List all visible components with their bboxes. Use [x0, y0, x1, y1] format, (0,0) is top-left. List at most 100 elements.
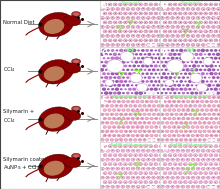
Polygon shape	[206, 43, 210, 46]
Circle shape	[141, 57, 145, 60]
Ellipse shape	[132, 110, 133, 111]
Polygon shape	[154, 172, 158, 175]
Ellipse shape	[118, 110, 119, 111]
Polygon shape	[151, 158, 156, 161]
Circle shape	[169, 76, 172, 79]
Polygon shape	[201, 158, 205, 161]
Polygon shape	[146, 16, 150, 19]
Text: H: H	[161, 144, 168, 153]
Polygon shape	[211, 34, 216, 37]
Polygon shape	[134, 39, 138, 42]
Polygon shape	[140, 117, 144, 120]
Polygon shape	[209, 181, 213, 184]
Circle shape	[150, 65, 153, 67]
Polygon shape	[141, 26, 145, 28]
Polygon shape	[129, 130, 132, 133]
Ellipse shape	[150, 146, 152, 147]
Polygon shape	[147, 113, 151, 116]
Ellipse shape	[72, 153, 81, 159]
Circle shape	[167, 73, 170, 75]
Circle shape	[186, 77, 189, 79]
Circle shape	[115, 72, 119, 75]
Polygon shape	[159, 145, 163, 148]
Ellipse shape	[137, 177, 138, 178]
Polygon shape	[112, 117, 116, 120]
Ellipse shape	[135, 114, 136, 115]
Polygon shape	[189, 130, 192, 133]
Ellipse shape	[150, 31, 152, 32]
Polygon shape	[126, 8, 130, 10]
Ellipse shape	[172, 150, 173, 151]
Circle shape	[119, 64, 123, 68]
Circle shape	[124, 49, 127, 52]
Ellipse shape	[102, 114, 103, 115]
Polygon shape	[198, 130, 202, 133]
Polygon shape	[165, 130, 169, 133]
Polygon shape	[210, 109, 213, 111]
Polygon shape	[157, 130, 161, 133]
Polygon shape	[154, 109, 158, 111]
Circle shape	[109, 69, 112, 71]
Circle shape	[124, 88, 127, 90]
Ellipse shape	[150, 22, 151, 23]
Circle shape	[180, 73, 182, 75]
Ellipse shape	[149, 105, 150, 106]
Ellipse shape	[125, 40, 126, 41]
Ellipse shape	[148, 97, 150, 98]
Polygon shape	[122, 100, 125, 103]
Circle shape	[168, 84, 173, 87]
Polygon shape	[122, 134, 125, 137]
Polygon shape	[214, 30, 218, 33]
Circle shape	[194, 53, 198, 56]
Ellipse shape	[182, 18, 183, 19]
Polygon shape	[159, 109, 163, 111]
Ellipse shape	[177, 168, 178, 169]
Polygon shape	[149, 163, 153, 166]
Polygon shape	[159, 12, 163, 15]
Ellipse shape	[110, 13, 111, 14]
Ellipse shape	[125, 4, 126, 5]
Circle shape	[201, 65, 204, 67]
Polygon shape	[115, 139, 118, 141]
Ellipse shape	[197, 150, 198, 151]
Circle shape	[128, 88, 132, 91]
Polygon shape	[207, 113, 211, 116]
Circle shape	[173, 92, 176, 94]
Ellipse shape	[132, 17, 133, 18]
Ellipse shape	[164, 118, 165, 119]
Ellipse shape	[110, 40, 111, 41]
Polygon shape	[144, 39, 148, 42]
Circle shape	[130, 76, 134, 79]
Polygon shape	[196, 43, 200, 46]
Polygon shape	[131, 149, 135, 152]
Polygon shape	[138, 96, 142, 99]
Ellipse shape	[116, 97, 117, 98]
Ellipse shape	[161, 40, 162, 41]
Circle shape	[137, 49, 140, 52]
Ellipse shape	[192, 26, 193, 27]
Ellipse shape	[182, 35, 183, 36]
Ellipse shape	[122, 159, 124, 160]
Circle shape	[154, 64, 158, 67]
Ellipse shape	[150, 4, 152, 5]
Polygon shape	[100, 167, 104, 170]
Polygon shape	[165, 16, 170, 19]
Ellipse shape	[205, 164, 206, 165]
Circle shape	[115, 64, 119, 67]
Circle shape	[197, 57, 200, 59]
Circle shape	[183, 88, 188, 91]
Polygon shape	[151, 185, 156, 188]
Polygon shape	[144, 21, 148, 24]
Circle shape	[107, 49, 110, 52]
Polygon shape	[219, 134, 220, 137]
Ellipse shape	[118, 118, 119, 119]
Ellipse shape	[133, 168, 134, 169]
Circle shape	[101, 76, 103, 79]
Ellipse shape	[179, 13, 180, 14]
Ellipse shape	[213, 97, 214, 98]
Ellipse shape	[142, 126, 143, 127]
Circle shape	[102, 80, 106, 83]
Polygon shape	[143, 130, 147, 133]
Ellipse shape	[109, 155, 110, 156]
Circle shape	[137, 73, 140, 75]
